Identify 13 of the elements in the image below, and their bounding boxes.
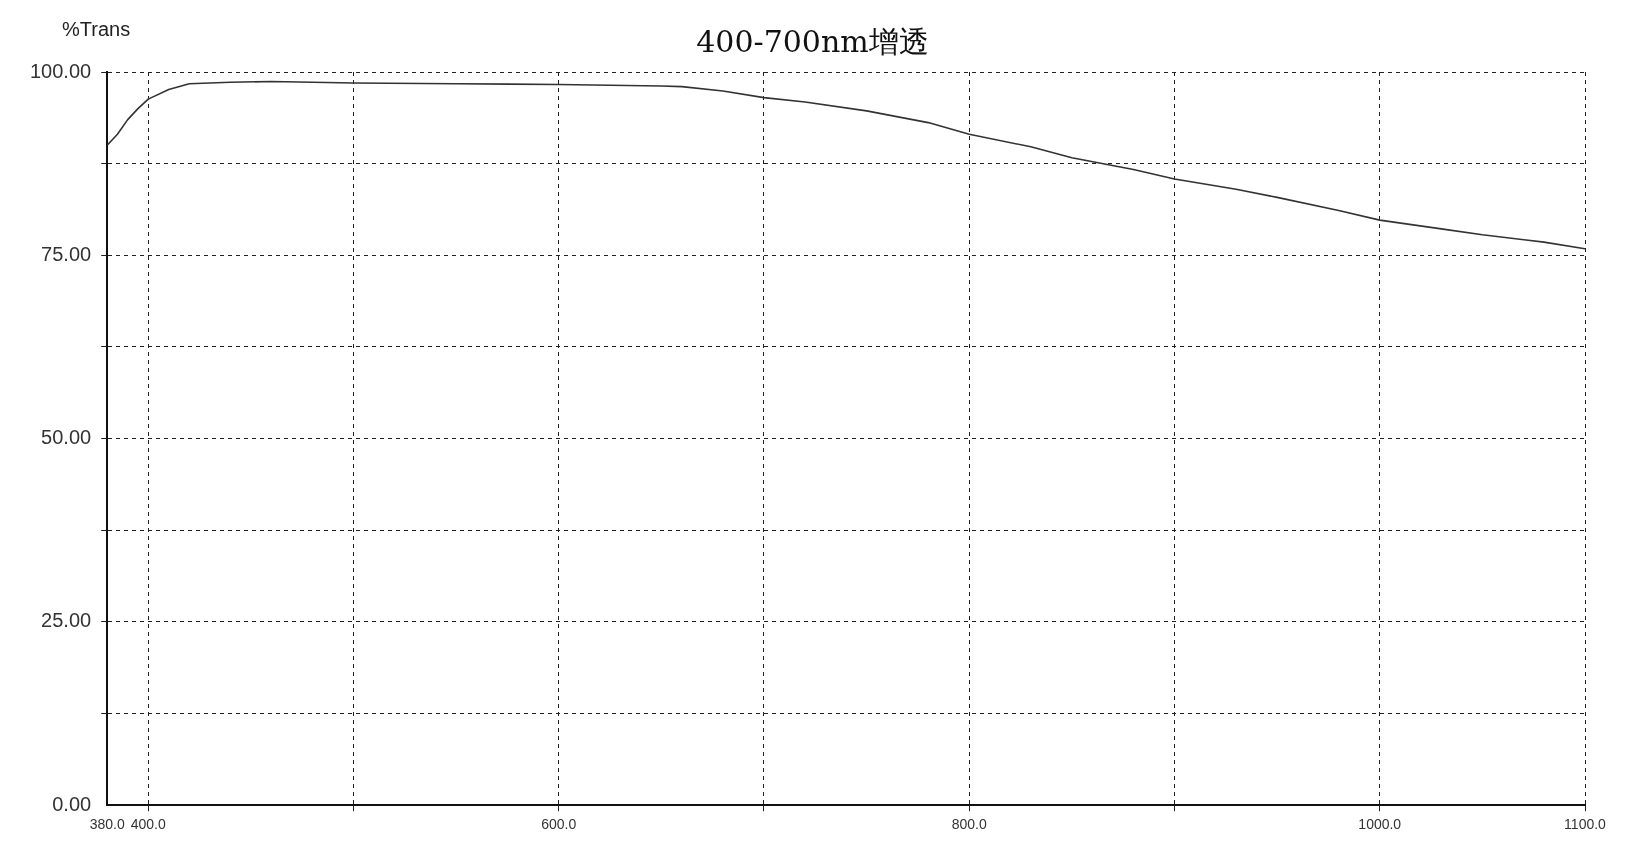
chart-title: 400-700nm增透: [696, 24, 929, 59]
y-tick-label: 100.00: [30, 59, 92, 82]
x-tick-label: 380.0: [89, 816, 125, 833]
x-tick-label: 400.0: [130, 816, 166, 833]
x-tick-label: 600.0: [541, 816, 577, 833]
x-tick-label: 1000.0: [1358, 816, 1402, 833]
x-tick-label: 800.0: [951, 816, 987, 833]
x-tick-label: 1100.0: [1564, 816, 1607, 833]
y-tick-label: 75.00: [41, 242, 92, 265]
y-tick-label: 25.00: [41, 609, 92, 632]
y-axis-title: %Trans: [62, 18, 131, 41]
y-tick-label: 50.00: [41, 426, 92, 449]
y-tick-label: 0.00: [52, 792, 92, 815]
